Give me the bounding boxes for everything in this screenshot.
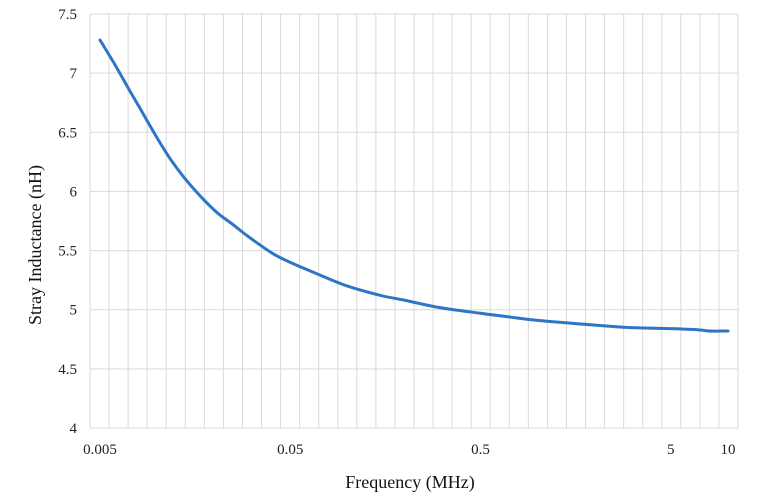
x-tick-label: 0.05 (277, 442, 303, 458)
y-tick-label: 4.5 (58, 362, 77, 378)
x-tick-label: 10 (721, 442, 736, 458)
series-line (98, 38, 730, 333)
x-tick-labels: 0.005 0.05 0.5 5 10 (83, 442, 735, 458)
x-axis-title: Frequency (MHz) (345, 472, 474, 493)
x-tick-label: 0.5 (471, 442, 490, 458)
y-tick-label: 5.5 (58, 244, 77, 260)
x-tick-label: 0.005 (83, 442, 117, 458)
x-tick-label: 5 (667, 442, 675, 458)
y-tick-label: 7 (70, 66, 78, 82)
y-tick-label: 6.5 (58, 125, 77, 141)
series-group (98, 38, 730, 333)
y-tick-label: 5 (70, 303, 78, 319)
y-tick-label: 4 (70, 421, 78, 437)
y-tick-label: 7.5 (58, 7, 77, 23)
horizontal-gridlines (90, 13, 738, 429)
y-tick-labels: 4 4.5 5 5.5 6 6.5 7 7.5 (58, 7, 77, 437)
y-tick-label: 6 (70, 184, 78, 200)
y-axis-title: Stray Inductance (nH) (25, 165, 46, 325)
vertical-gridlines (89, 14, 739, 428)
